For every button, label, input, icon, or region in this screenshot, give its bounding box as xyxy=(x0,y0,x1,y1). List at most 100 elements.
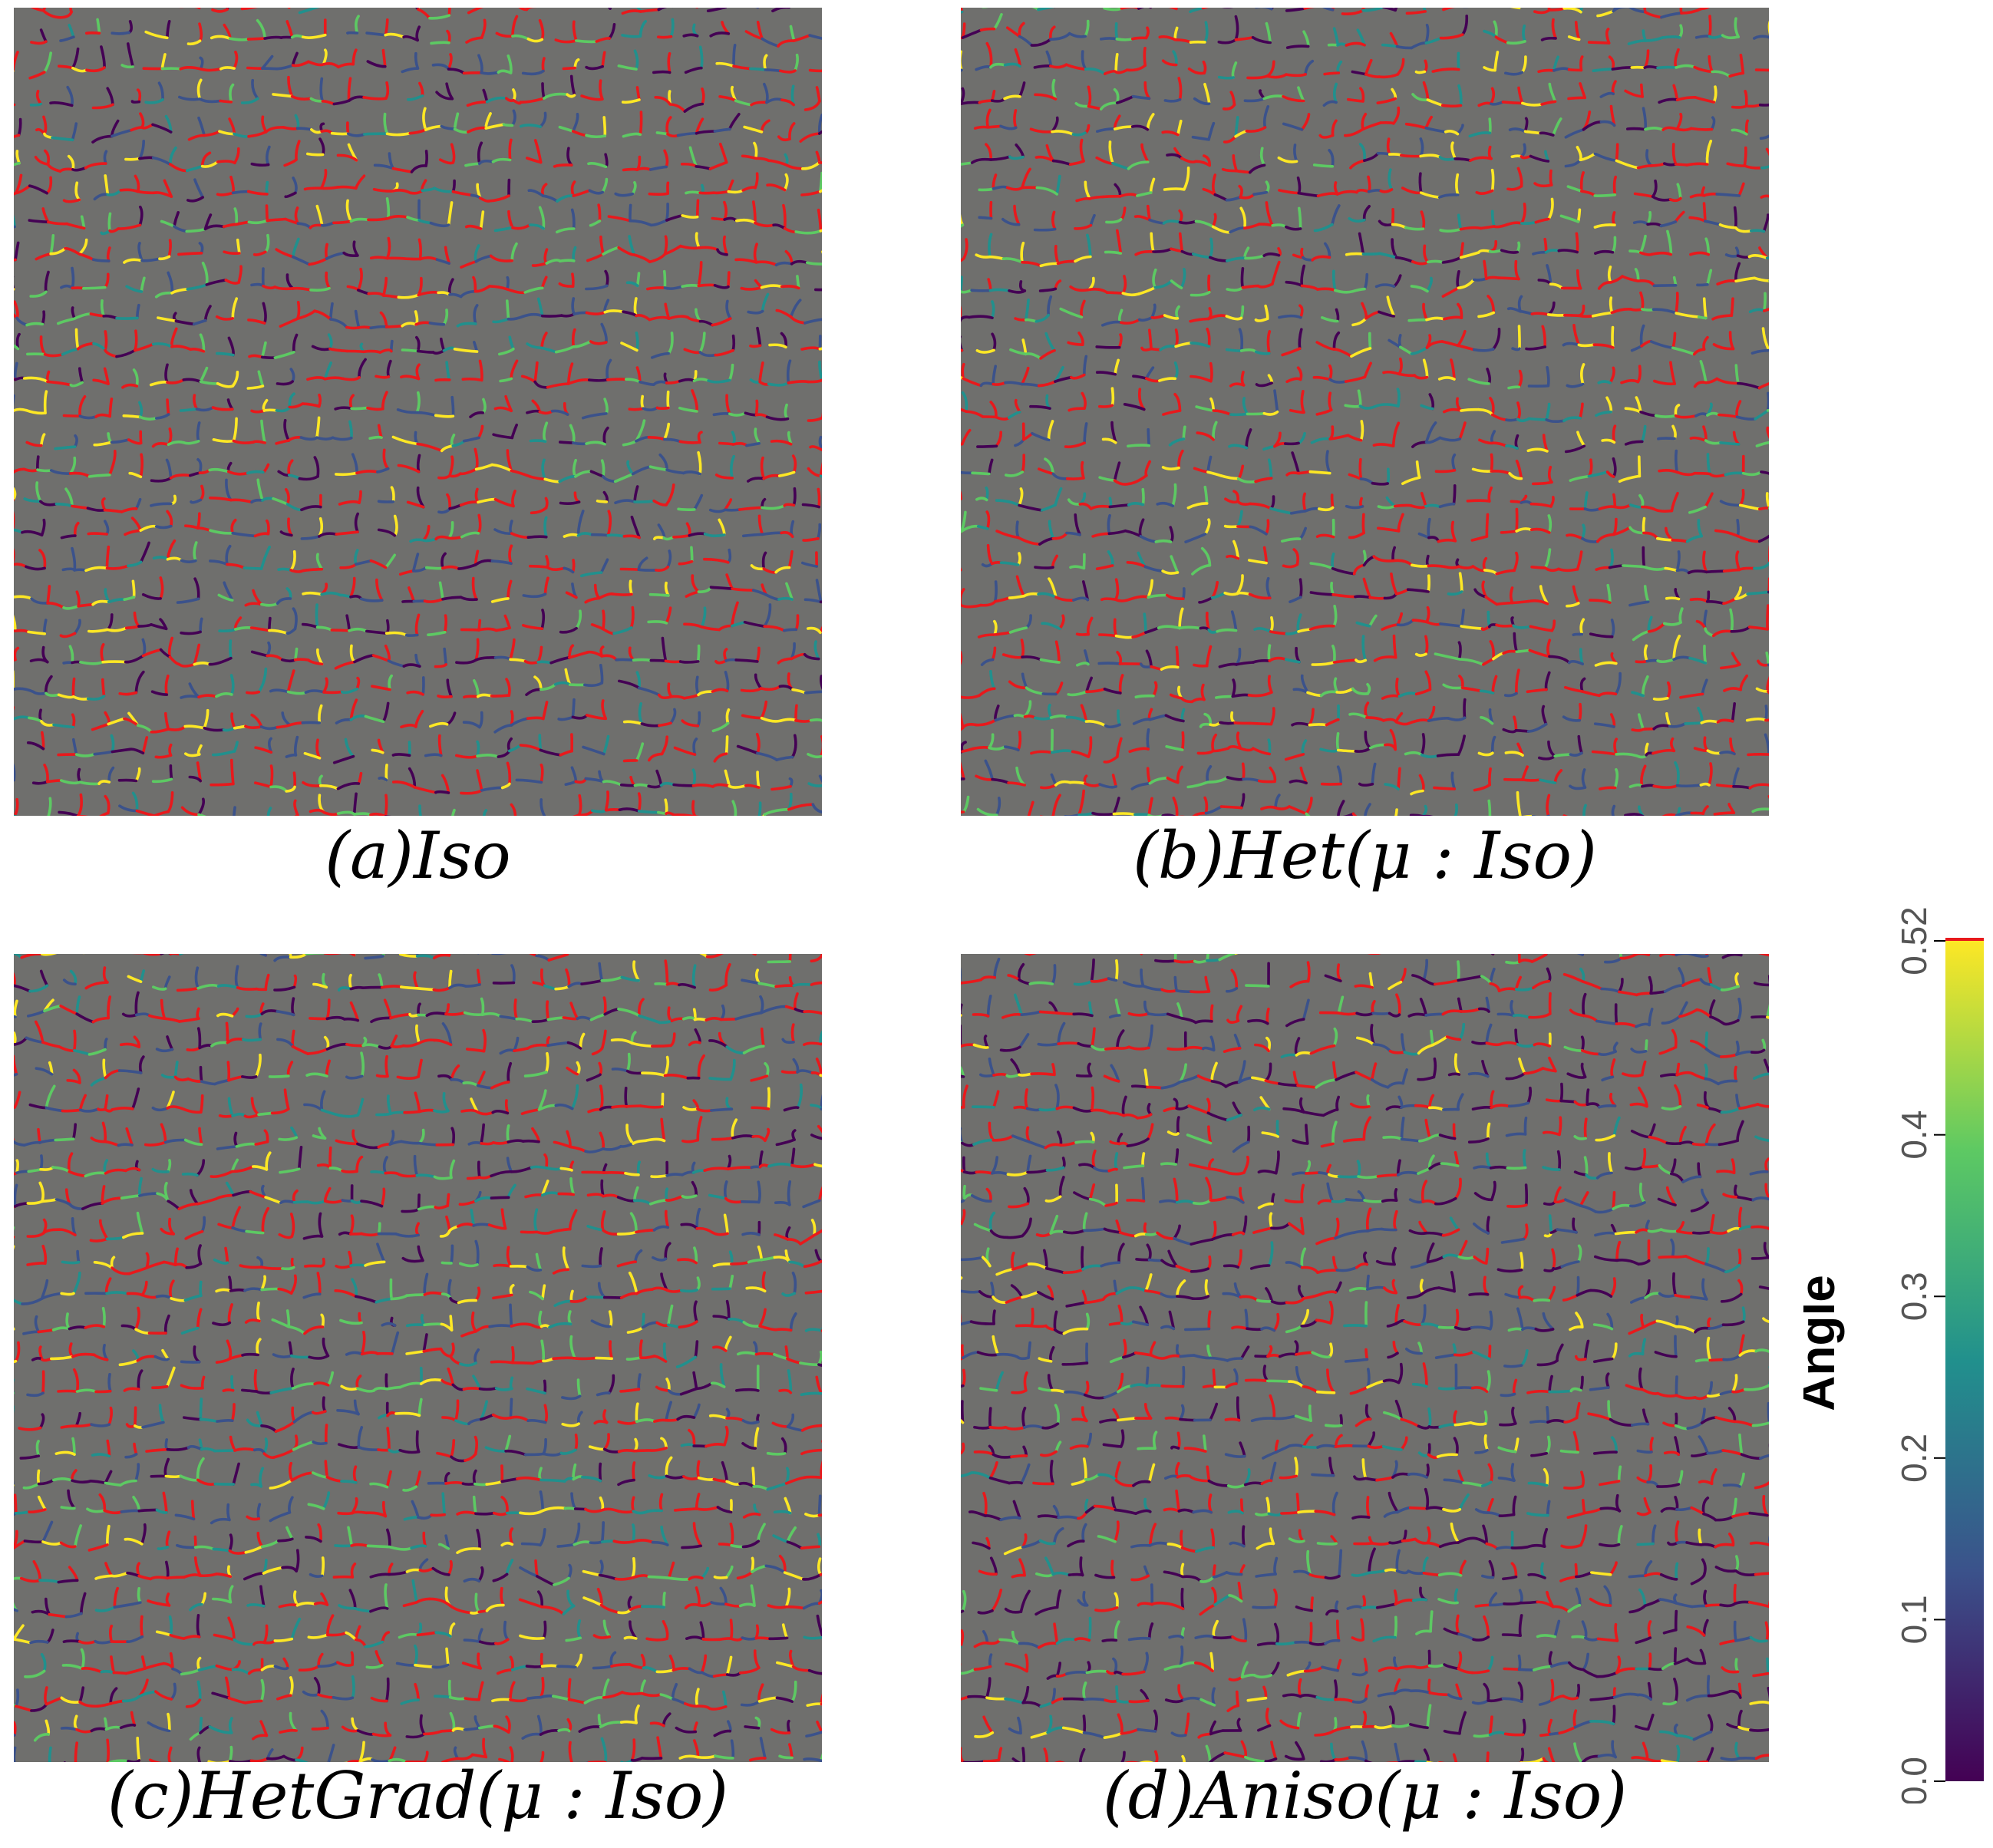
grain-boundary xyxy=(1576,208,1582,223)
grain-boundary xyxy=(357,1445,380,1451)
grain-boundary xyxy=(457,1299,477,1305)
grain-boundary xyxy=(337,62,355,69)
grain-boundary xyxy=(1734,226,1753,233)
grain-boundary xyxy=(375,1297,393,1304)
grain-boundary xyxy=(178,1017,200,1023)
grain-boundary xyxy=(1331,269,1337,292)
grain-boundary xyxy=(1225,315,1243,321)
grain-boundary xyxy=(170,327,178,348)
grain-boundary xyxy=(1115,37,1134,41)
grain-boundary xyxy=(619,567,640,571)
grain-boundary xyxy=(818,1186,822,1203)
grain-boundary xyxy=(107,598,126,604)
grain-boundary xyxy=(247,130,268,138)
grain-boundary xyxy=(600,1521,605,1543)
grain-boundary xyxy=(510,532,530,539)
grain-boundary xyxy=(218,1114,234,1118)
grain-boundary xyxy=(309,223,324,229)
grain-boundary xyxy=(750,101,768,107)
grain-boundary xyxy=(355,559,373,566)
grain-boundary xyxy=(334,1289,358,1299)
grain-boundary xyxy=(665,1289,683,1293)
grain-boundary xyxy=(14,614,17,632)
grain-boundary xyxy=(1137,388,1146,411)
grain-boundary xyxy=(999,124,1018,130)
grain-boundary xyxy=(543,248,549,265)
grain-boundary xyxy=(358,1312,363,1325)
grain-boundary xyxy=(708,1039,729,1048)
grain-boundary xyxy=(727,271,731,289)
grain-boundary xyxy=(21,530,44,536)
grain-boundary xyxy=(1131,94,1151,101)
grain-boundary xyxy=(189,1189,200,1206)
grain-boundary xyxy=(1539,131,1555,137)
grain-boundary xyxy=(1526,447,1549,453)
grain-boundary xyxy=(572,441,588,446)
grain-boundary xyxy=(193,662,211,666)
grain-boundary xyxy=(803,653,820,661)
grain-boundary xyxy=(543,421,549,444)
grain-boundary xyxy=(398,569,415,576)
grain-boundary xyxy=(257,370,265,388)
grain-boundary xyxy=(196,78,203,101)
grain-boundary xyxy=(216,1145,239,1150)
grain-boundary xyxy=(382,1156,388,1175)
grain-boundary xyxy=(740,285,764,291)
grain-boundary xyxy=(262,1452,276,1460)
grain-boundary xyxy=(163,1314,170,1335)
grain-boundary xyxy=(542,1451,563,1457)
grain-boundary xyxy=(509,1415,530,1422)
grain-boundary xyxy=(719,1363,726,1388)
grain-boundary xyxy=(1551,18,1557,40)
grain-boundary xyxy=(266,519,270,536)
grain-boundary xyxy=(1624,89,1644,98)
grain-boundary xyxy=(692,378,710,383)
grain-boundary xyxy=(203,708,210,730)
grain-boundary xyxy=(685,590,701,598)
grain-boundary xyxy=(334,406,353,411)
grain-boundary xyxy=(1372,443,1395,447)
grain-boundary xyxy=(120,64,134,69)
grain-boundary xyxy=(42,1228,61,1235)
grain-boundary xyxy=(1267,675,1273,694)
grain-boundary xyxy=(226,1038,245,1044)
grain-boundary xyxy=(503,614,511,629)
grain-boundary xyxy=(345,1074,364,1080)
grain-boundary xyxy=(23,497,42,503)
grain-boundary xyxy=(595,37,611,43)
grain-boundary xyxy=(539,1490,544,1513)
grain-boundary xyxy=(132,1349,140,1362)
grain-boundary xyxy=(1254,350,1271,355)
grain-boundary xyxy=(176,597,200,604)
grain-boundary xyxy=(1483,569,1498,576)
grain-boundary xyxy=(586,1295,606,1299)
grain-boundary xyxy=(244,1318,261,1324)
grain-boundary xyxy=(737,1351,758,1356)
grain-boundary xyxy=(415,1173,437,1179)
grain-boundary xyxy=(281,1266,295,1271)
grain-boundary xyxy=(602,609,605,631)
grain-boundary xyxy=(681,214,699,219)
grain-boundary xyxy=(1715,193,1741,197)
grain-boundary xyxy=(519,1509,544,1516)
grain-boundary xyxy=(87,532,108,536)
grain-boundary xyxy=(308,1354,330,1360)
grain-boundary xyxy=(794,53,799,72)
grain-boundary xyxy=(73,619,81,635)
grain-boundary xyxy=(1741,470,1763,477)
grain-boundary xyxy=(325,1015,346,1021)
grain-boundary xyxy=(641,1071,667,1077)
grain-boundary xyxy=(336,153,358,162)
grain-boundary xyxy=(1649,251,1673,256)
grain-boundary xyxy=(752,1484,769,1491)
grain-boundary xyxy=(559,441,575,444)
grain-boundary xyxy=(1262,105,1270,129)
grain-boundary xyxy=(233,132,250,138)
grain-boundary xyxy=(39,433,46,447)
grain-boundary xyxy=(409,538,425,543)
grain-boundary xyxy=(476,1084,493,1090)
grain-boundary xyxy=(673,746,697,756)
grain-boundary xyxy=(410,1544,427,1549)
grain-boundary xyxy=(57,317,76,325)
grain-boundary xyxy=(1103,8,1124,12)
